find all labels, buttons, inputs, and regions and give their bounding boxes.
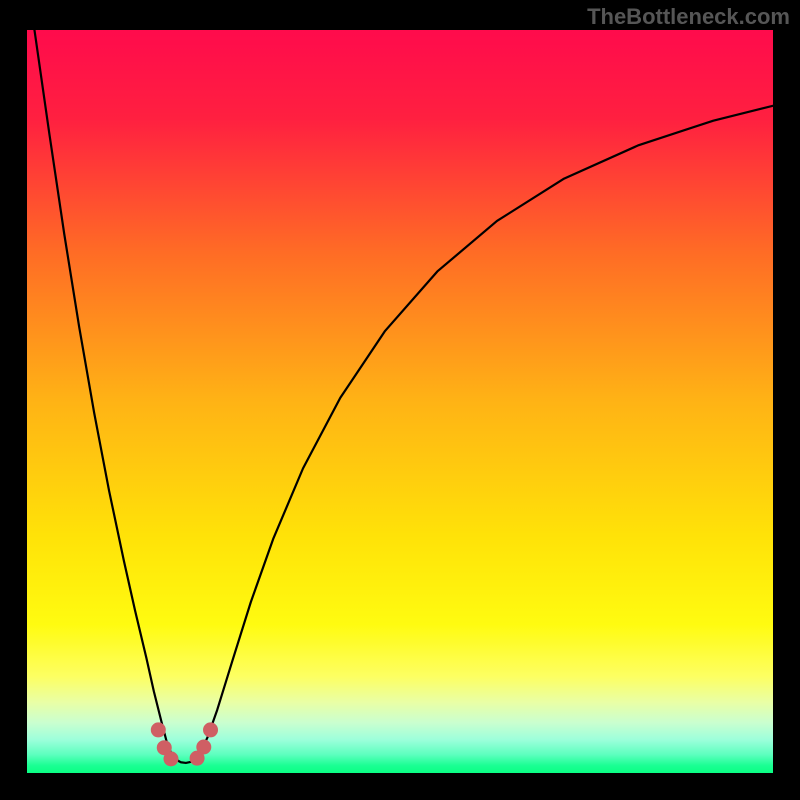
watermark-text: TheBottleneck.com [587, 4, 790, 30]
curve-layer [27, 30, 773, 773]
bottleneck-curve-right [195, 106, 773, 760]
data-marker [151, 723, 165, 737]
data-marker [204, 723, 218, 737]
data-marker [164, 752, 178, 766]
bottleneck-curve-left [34, 30, 176, 760]
plot-area [27, 30, 773, 773]
chart-frame [27, 30, 773, 773]
marker-group [151, 723, 217, 766]
data-marker [197, 740, 211, 754]
